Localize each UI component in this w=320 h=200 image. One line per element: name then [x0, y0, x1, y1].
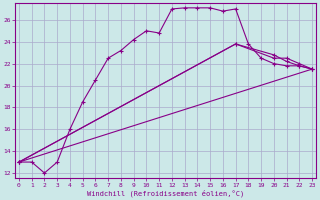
- X-axis label: Windchill (Refroidissement éolien,°C): Windchill (Refroidissement éolien,°C): [87, 189, 244, 197]
